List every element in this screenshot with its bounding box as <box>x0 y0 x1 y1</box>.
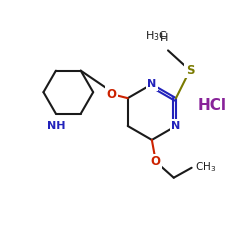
Text: N: N <box>147 79 156 89</box>
Text: O: O <box>107 88 117 101</box>
Text: H$_3$C: H$_3$C <box>145 30 168 44</box>
Text: HCl: HCl <box>198 98 227 112</box>
Text: N: N <box>171 121 180 131</box>
Text: S: S <box>186 64 194 77</box>
Text: O: O <box>151 155 161 168</box>
Text: CH$_3$: CH$_3$ <box>194 160 216 174</box>
Text: NH: NH <box>47 121 65 131</box>
Text: H: H <box>160 34 168 43</box>
